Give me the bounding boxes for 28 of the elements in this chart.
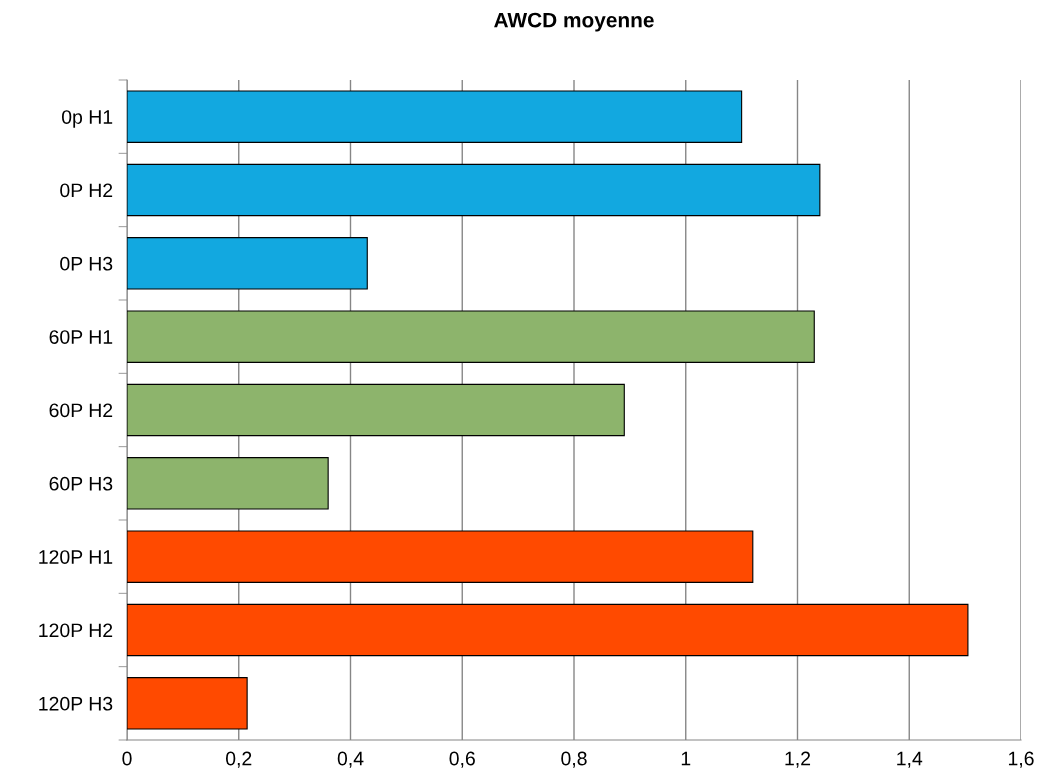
y-tick-label: 120P H2 xyxy=(39,623,113,638)
y-tick-label: 0P H2 xyxy=(60,183,113,198)
x-tick-label: 1,4 xyxy=(897,751,923,768)
bar xyxy=(127,677,248,730)
y-tick-label: 60P H1 xyxy=(49,330,113,344)
bar xyxy=(127,383,625,437)
y-tick-label: 120P H1 xyxy=(39,550,113,564)
y-tick-label: 120P H3 xyxy=(39,696,113,711)
x-tick-label: 1,6 xyxy=(1008,751,1034,768)
x-tick-label: 0,2 xyxy=(226,751,252,768)
x-tick-label: 1,2 xyxy=(785,751,811,768)
bar xyxy=(127,237,368,290)
x-tick-label: 0,8 xyxy=(561,751,587,768)
x-tick-label: 0 xyxy=(122,751,132,766)
chart-title: AWCD moyenne xyxy=(494,12,654,32)
bar xyxy=(127,530,754,583)
bar xyxy=(127,310,815,363)
bar xyxy=(127,163,821,217)
y-tick-label: 60P H2 xyxy=(49,403,113,418)
x-tick-label: 1 xyxy=(681,751,691,766)
x-tick-label: 0,6 xyxy=(449,751,475,768)
bar xyxy=(127,457,329,510)
bar xyxy=(127,90,743,143)
bar xyxy=(127,603,969,657)
y-tick-label: 0P H3 xyxy=(60,256,113,271)
y-tick-label: 0p H1 xyxy=(61,110,113,128)
y-tick-label: 60P H3 xyxy=(49,476,113,491)
x-tick-label: 0,4 xyxy=(337,751,364,768)
